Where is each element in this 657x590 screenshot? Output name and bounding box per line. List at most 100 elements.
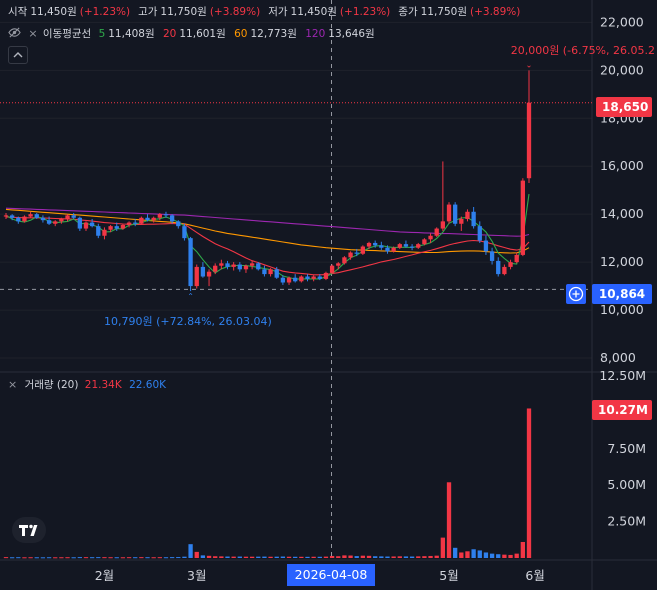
tradingview-logo-icon[interactable] — [12, 517, 46, 543]
ma20-value: 11,601원 — [179, 28, 226, 40]
candle-body — [182, 226, 187, 239]
volume-bar — [262, 556, 267, 558]
candle-body — [34, 214, 39, 218]
candle-body — [286, 277, 292, 283]
candle-body — [323, 272, 329, 279]
candle-body — [262, 269, 267, 275]
volume-bar — [59, 557, 64, 559]
candle-body — [311, 276, 316, 279]
volume-tag: 10.27M — [592, 400, 652, 420]
candle-body — [219, 263, 224, 266]
candle-body — [102, 229, 107, 236]
candle-body — [40, 217, 46, 221]
time-tick-label: 3월 — [187, 568, 206, 583]
volume-bar — [151, 557, 156, 559]
volume-bar — [200, 555, 206, 558]
volume-bar — [9, 557, 15, 559]
price-tick-label: 8,000 — [600, 350, 636, 365]
volume-bar — [40, 557, 46, 559]
low-marker: ⌃ — [187, 292, 194, 301]
volume-tick-label: 5.00M — [607, 477, 646, 492]
candle-body — [514, 254, 519, 263]
candle-body — [274, 269, 279, 278]
ma5-period: 5 — [98, 28, 106, 40]
volume-bar — [96, 557, 101, 559]
ma5-value: 11,408원 — [108, 28, 155, 40]
volume-bar — [182, 556, 187, 558]
volume-bar — [305, 556, 310, 558]
close-icon[interactable]: × — [8, 378, 18, 391]
candle-body — [249, 263, 255, 266]
candle-body — [163, 214, 169, 216]
volume-bar — [477, 550, 482, 558]
price-tick-label: 14,000 — [600, 206, 644, 221]
candle-body — [508, 262, 513, 267]
volume-bar — [323, 556, 329, 558]
volume-bar — [526, 408, 532, 558]
candle-body — [65, 215, 70, 219]
candle-body — [157, 214, 162, 218]
candle-body — [89, 222, 95, 227]
candle-body — [336, 263, 341, 266]
ohlc-legend: 시작 11,450원 (+1.23%) 고가 11,750원 (+3.89%) 저가 11,4… — [8, 4, 528, 19]
volume-bar — [366, 555, 372, 558]
volume-bar — [496, 554, 501, 558]
price-tick-label: 22,000 — [600, 14, 644, 29]
volume-bar — [440, 537, 446, 558]
volume-tick-label: 12.50M — [599, 368, 646, 383]
volume-bar — [114, 557, 119, 559]
volume-bar — [489, 553, 495, 558]
volume-bar — [206, 555, 212, 558]
time-tick-label: 6월 — [525, 568, 544, 583]
volume-bar — [274, 556, 279, 558]
close-icon[interactable]: × — [28, 27, 38, 40]
volume-bar — [471, 549, 476, 558]
candle-body — [489, 251, 495, 261]
candle-body — [176, 221, 181, 227]
volume-bar — [360, 555, 366, 558]
volume-bar — [163, 557, 169, 559]
candle-body — [169, 215, 175, 222]
time-tick-label: 2월 — [95, 568, 114, 583]
add-alert-button[interactable] — [566, 284, 586, 304]
volume-bar — [28, 557, 33, 559]
volume-bar — [77, 557, 82, 559]
volume-bar — [231, 556, 236, 558]
low-pct: (+1.23%) — [339, 6, 391, 18]
volume-bar — [336, 556, 341, 558]
candle-body — [194, 266, 199, 287]
candle-body — [379, 245, 384, 248]
candle-body — [496, 260, 501, 275]
collapse-legend-button[interactable] — [8, 46, 28, 64]
close-pct: (+3.89%) — [470, 6, 521, 18]
ma60-period: 60 — [234, 28, 248, 40]
candle-body — [200, 266, 206, 277]
candle-body — [465, 211, 470, 219]
candle-body — [366, 242, 372, 247]
volume-bar — [22, 557, 27, 559]
volume-bar — [397, 556, 402, 558]
volume-bar — [299, 556, 304, 558]
candle-body — [373, 242, 378, 246]
volume-bar — [342, 555, 347, 558]
volume-bar — [268, 556, 273, 558]
candle-body — [416, 244, 421, 248]
ma120-value: 13,646원 — [328, 28, 375, 40]
volume-bar — [169, 557, 175, 559]
candle-body — [231, 264, 236, 267]
open-label: 시작 — [8, 6, 28, 18]
high-label: 고가 — [138, 6, 158, 18]
candle-body — [206, 271, 212, 277]
candle-body — [83, 222, 89, 229]
eye-hidden-icon[interactable] — [8, 26, 21, 39]
high-marker: ⌄ — [526, 60, 533, 69]
candle-body — [453, 204, 458, 224]
low-annotation: 10,790원 (+72.84%, 26.03.04) — [104, 315, 272, 328]
chevron-up-icon — [13, 52, 23, 58]
volume-bar — [16, 557, 21, 559]
volume-bar — [514, 553, 519, 558]
volume-bar — [219, 556, 224, 558]
last-price-tag: 18,650 — [596, 97, 652, 117]
